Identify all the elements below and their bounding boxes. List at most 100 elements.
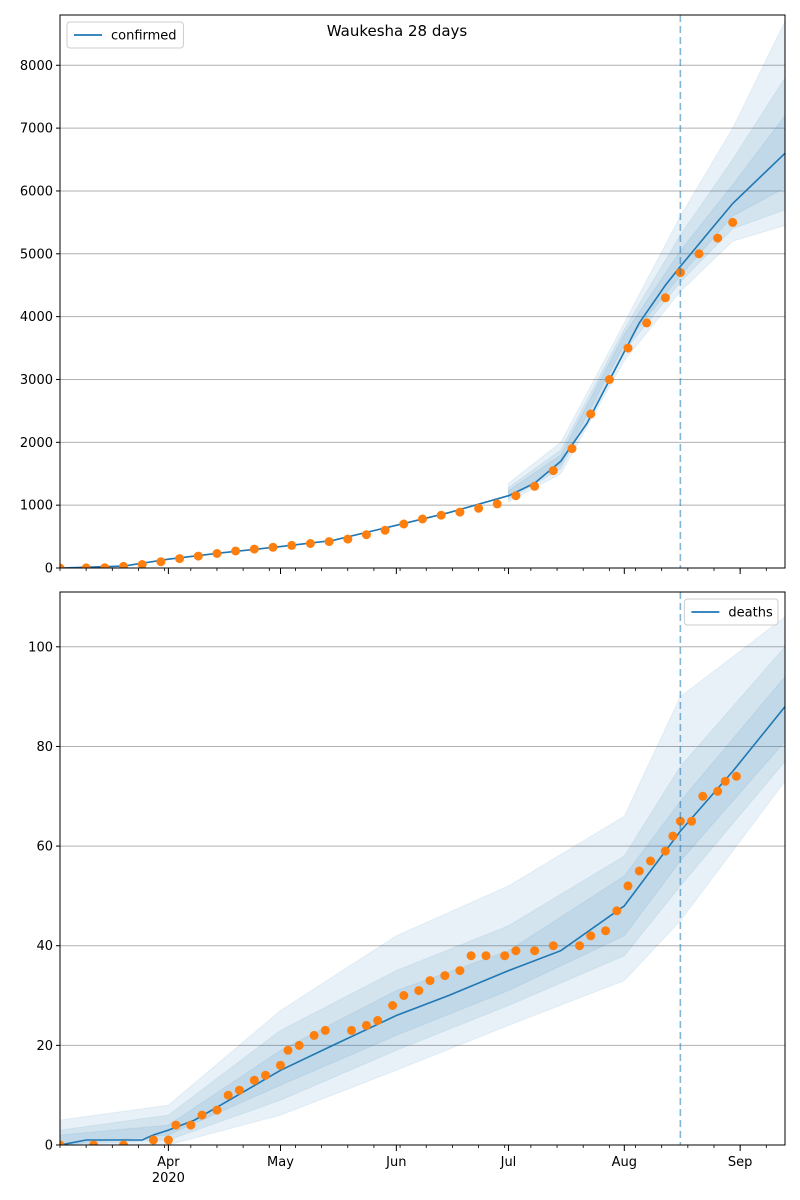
x-tick-label: May <box>267 1155 294 1170</box>
x-tick-label: Sep <box>728 1155 753 1170</box>
axes-frame <box>59 591 786 1146</box>
observed-point <box>268 542 278 552</box>
uncertainty-band-2 <box>508 114 785 499</box>
y-tick-label: 60 <box>36 840 53 855</box>
observed-point <box>212 1105 222 1115</box>
observed-point <box>601 926 611 936</box>
model-line <box>60 152 785 568</box>
observed-point <box>81 563 91 568</box>
y-tick-label: 80 <box>36 740 53 755</box>
observed-point <box>234 1085 244 1095</box>
observed-point <box>530 481 540 491</box>
observed-point <box>612 906 622 916</box>
observed-point <box>347 1025 356 1035</box>
observed-point <box>212 549 222 558</box>
confirmed-panel: 0 1000 2000 3000 4000 5000 6000 7000 8000 Waukesh… <box>20 14 786 577</box>
y-tick-label: 2000 <box>20 436 53 451</box>
observed-point <box>60 1140 65 1145</box>
observed-point <box>418 514 427 524</box>
observed-point <box>575 941 584 951</box>
uncertainty-band-0 <box>508 21 785 503</box>
y-tick-label: 4000 <box>20 310 53 325</box>
observed-point <box>276 1060 285 1070</box>
observed-point <box>604 375 614 384</box>
observed-point <box>634 866 644 876</box>
observed-point <box>294 1040 304 1050</box>
observed-point <box>675 816 685 826</box>
uncertainty-band-1 <box>60 646 785 1145</box>
legend: deaths <box>683 598 779 626</box>
legend-label: deaths <box>728 606 773 621</box>
observed-point <box>156 557 166 567</box>
y-tick-label: 6000 <box>20 184 53 199</box>
observed-point <box>399 519 409 529</box>
observed-point <box>660 293 670 303</box>
observed-point <box>623 343 633 353</box>
observed-point <box>380 525 390 535</box>
y-tick-label: 7000 <box>20 122 53 137</box>
observed-point <box>567 444 577 454</box>
observed-point <box>399 991 409 1000</box>
observed-point <box>698 791 708 801</box>
y-tick-label: 0 <box>45 562 53 577</box>
chart-title: Waukesha 28 days <box>327 22 468 40</box>
observed-point <box>361 530 371 540</box>
y-tick-label: 5000 <box>20 247 53 262</box>
observed-point <box>305 539 315 548</box>
observed-point <box>548 466 558 476</box>
observed-point <box>500 951 510 961</box>
observed-point <box>175 554 185 564</box>
observed-point <box>60 563 65 568</box>
observed-point <box>249 544 259 554</box>
observed-point <box>343 534 353 544</box>
observed-point <box>373 1016 383 1025</box>
observed-point <box>223 1090 233 1100</box>
observed-point <box>197 1110 207 1120</box>
uncertainty-band-0 <box>60 616 785 1145</box>
x-tick-label: Jul <box>500 1155 517 1170</box>
observed-point <box>137 560 147 568</box>
legend: confirmed <box>66 21 184 49</box>
observed-point <box>436 510 446 520</box>
observed-point <box>261 1070 270 1080</box>
observed-point <box>646 856 655 866</box>
observed-point <box>455 507 465 517</box>
observed-point <box>193 551 203 561</box>
plot-area <box>60 616 785 1145</box>
model-line <box>60 706 785 1145</box>
x-tick-label: Aug <box>612 1155 637 1170</box>
observed-point <box>586 931 596 941</box>
observed-point <box>466 951 476 961</box>
uncertainty-band-1 <box>508 76 785 501</box>
observed-point <box>668 831 678 841</box>
observed-point <box>361 1020 371 1030</box>
observed-point <box>713 786 723 796</box>
x-year-label: 2020 <box>152 1171 185 1186</box>
observed-point <box>687 816 697 826</box>
observed-point <box>119 561 128 568</box>
observed-point <box>720 776 730 786</box>
legend-label: confirmed <box>111 29 177 44</box>
observed-point <box>440 971 450 981</box>
observed-point <box>728 217 738 227</box>
observed-point <box>89 1140 99 1145</box>
y-tick-label: 20 <box>36 1039 53 1054</box>
y-tick-label: 0 <box>45 1139 53 1154</box>
observed-point <box>425 976 435 986</box>
observed-point <box>492 499 502 509</box>
observed-point <box>186 1120 196 1130</box>
observed-point <box>148 1135 158 1145</box>
plot-area <box>60 21 785 568</box>
observed-point <box>163 1135 173 1145</box>
observed-point <box>283 1045 293 1055</box>
axes-frame <box>59 14 786 569</box>
observed-point <box>586 409 596 419</box>
observed-point <box>731 771 741 781</box>
observed-point <box>623 881 633 891</box>
observed-point <box>171 1120 181 1130</box>
observed-point <box>511 946 521 956</box>
observed-point <box>231 546 241 556</box>
x-tick-label: Apr <box>157 1155 180 1170</box>
y-tick-label: 100 <box>28 640 53 655</box>
